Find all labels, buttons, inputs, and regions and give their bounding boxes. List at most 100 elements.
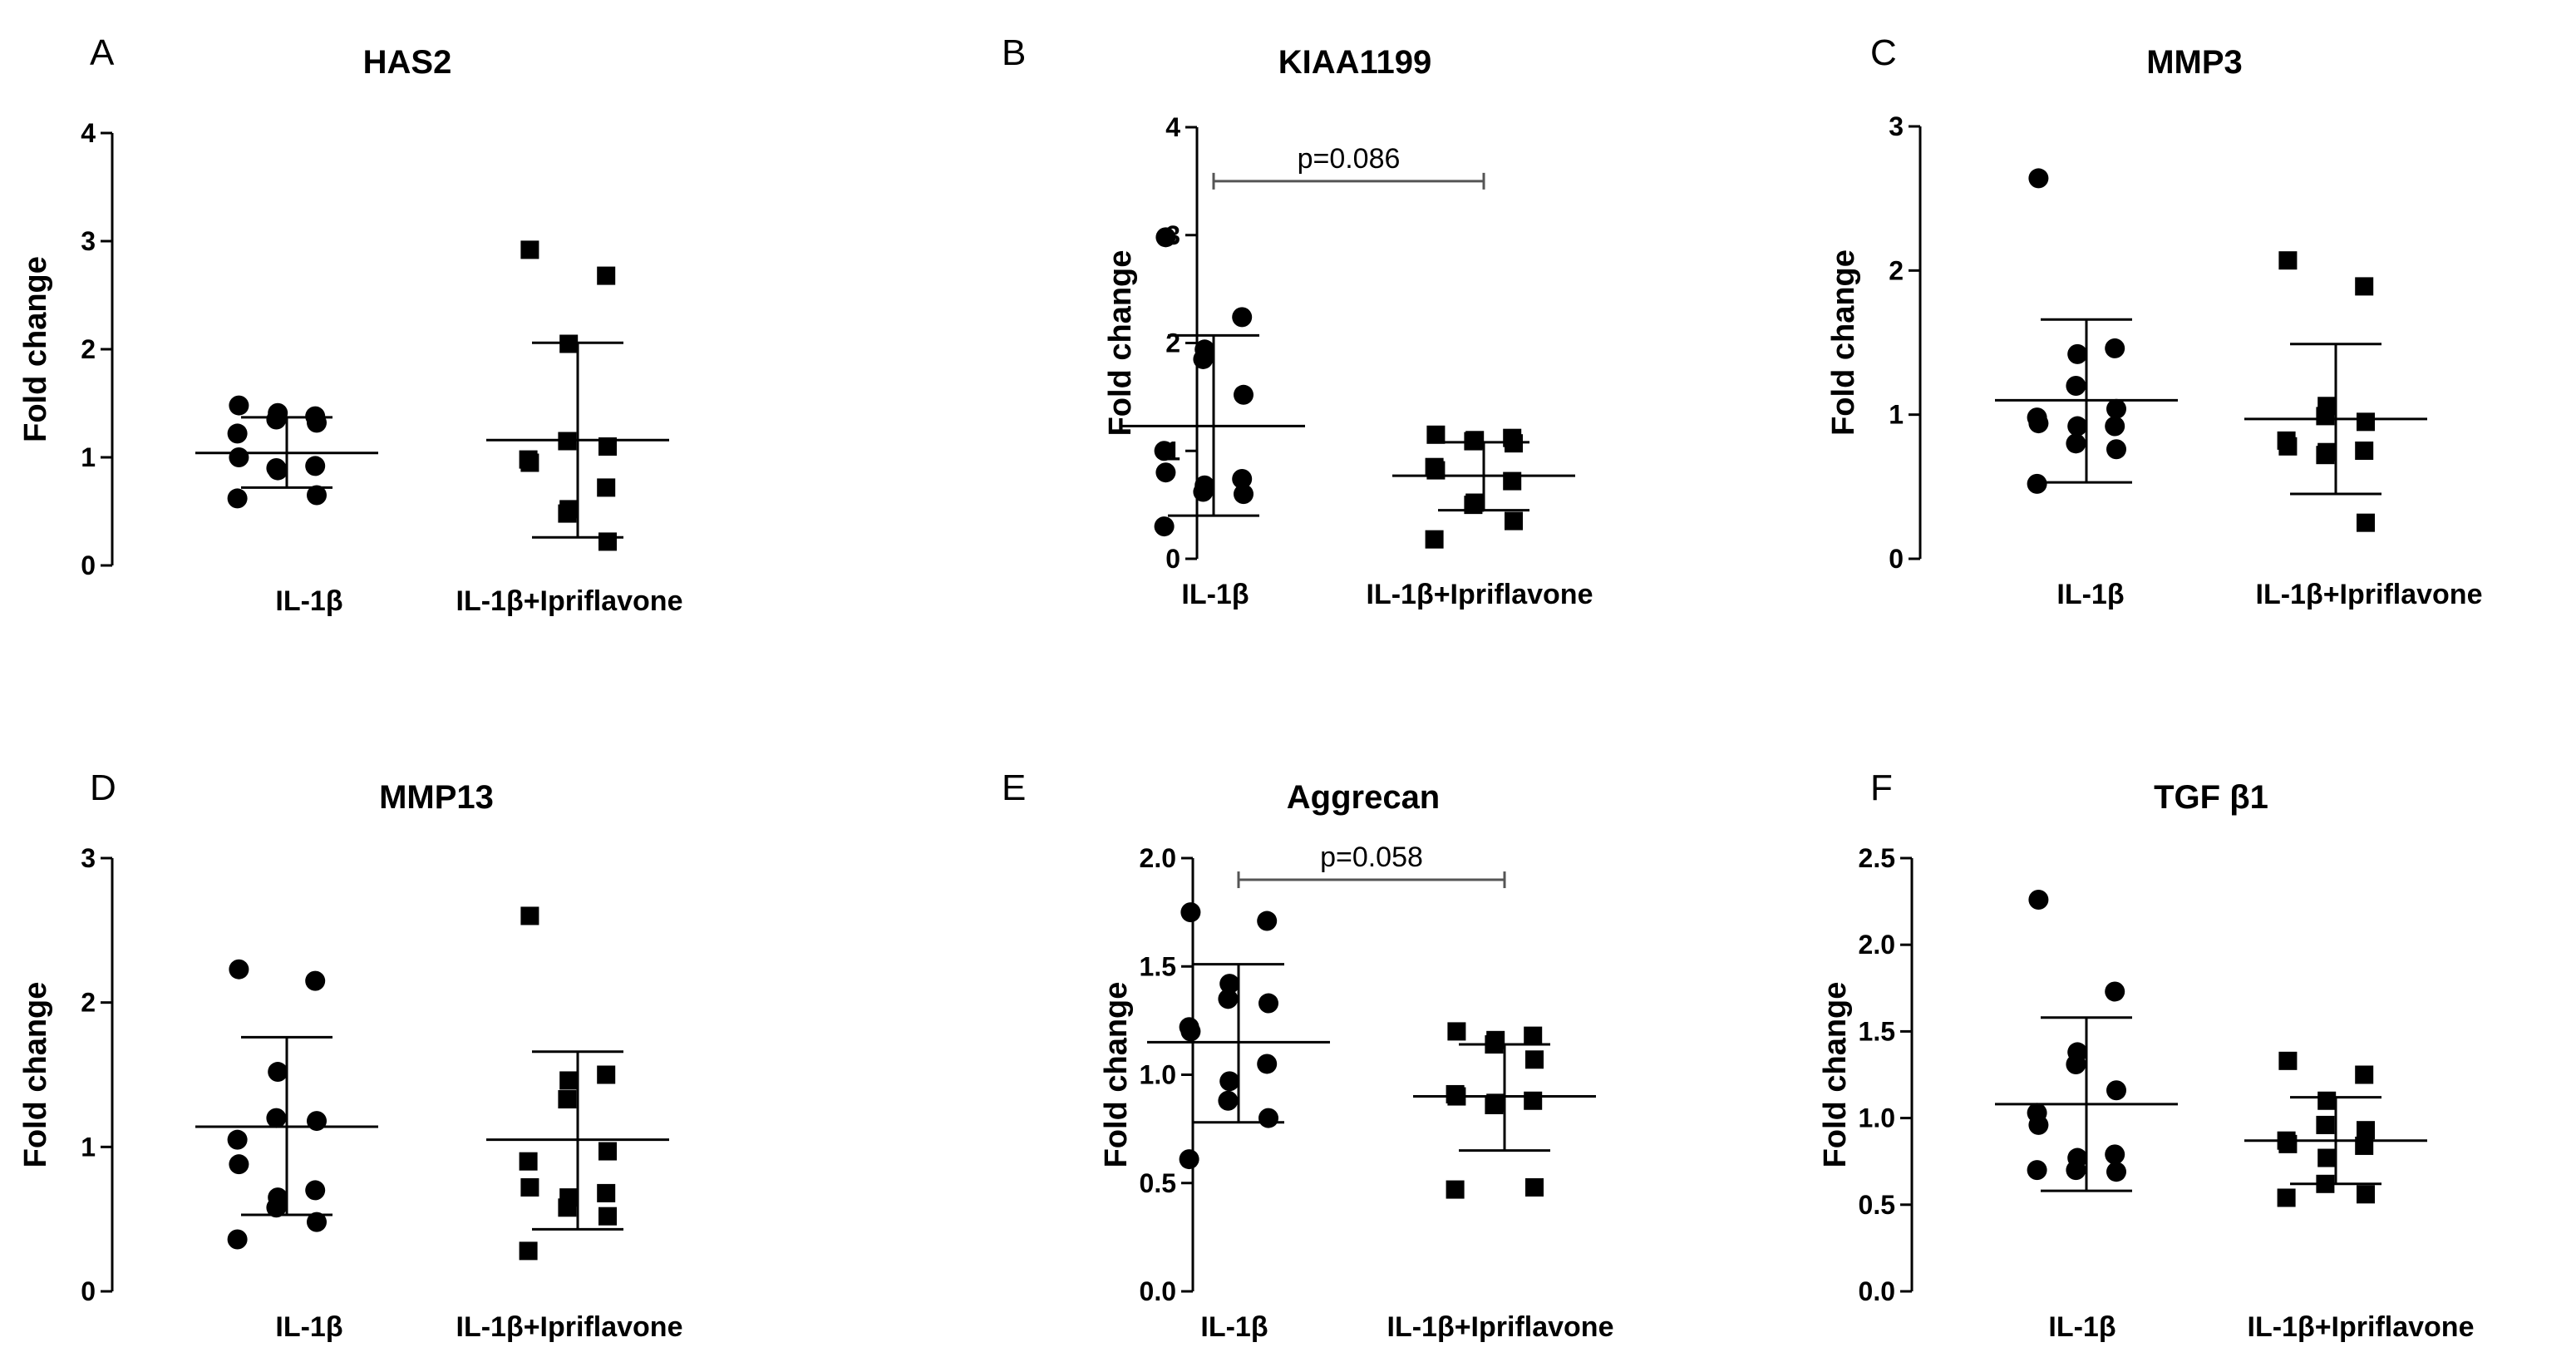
data-point — [1155, 227, 1176, 248]
data-point — [305, 1180, 326, 1201]
panel-d: D MMP13 0 1 2 3 Fold change IL-1β IL-1β+Ipriflav… — [18, 767, 682, 1343]
panel-letter: A — [90, 32, 115, 73]
data-point — [1193, 481, 1214, 502]
panel-title: KIAA1199 — [1278, 44, 1432, 81]
data-point — [519, 1241, 538, 1261]
data-point — [1485, 1035, 1504, 1054]
data-point — [229, 1154, 249, 1175]
data-point — [1505, 511, 1523, 531]
panel-a: A HAS2 0 1 2 3 4 Fold change IL-1β IL-1β+Ipriflav… — [18, 32, 682, 617]
data-point — [2105, 338, 2125, 358]
data-point — [2355, 277, 2374, 296]
panel-c: C MMP3 0 1 2 3 Fold change IL-1β IL-1β+Ipriflavo… — [1826, 32, 2482, 610]
y-axis-label: Fold change — [1099, 982, 1134, 1168]
panel-title: MMP13 — [379, 779, 494, 816]
y-tick-label: 0.5 — [1140, 1168, 1176, 1198]
category-label: IL-1β — [275, 1311, 342, 1343]
data-point — [1155, 462, 1176, 483]
data-point — [2066, 1160, 2086, 1181]
data-point — [2278, 1051, 2298, 1070]
data-point — [2066, 433, 2086, 454]
y-tick-label: 1 — [81, 1132, 96, 1162]
data-point — [229, 395, 249, 416]
data-point — [1234, 484, 1254, 505]
data-point — [1426, 461, 1446, 480]
data-point — [1219, 1071, 1240, 1092]
y-tick-label: 0 — [81, 550, 96, 580]
category-label: IL-1β — [2048, 1311, 2115, 1343]
data-point — [558, 432, 577, 451]
panel-b: BKIAA119901234Fold changeIL-1βIL-1β+Ipri… — [1002, 32, 1593, 610]
y-tick-label: 0.0 — [1140, 1276, 1176, 1306]
data-point — [2278, 251, 2298, 270]
data-point — [266, 458, 287, 478]
data-point — [1258, 993, 1278, 1014]
data-point — [2317, 1091, 2337, 1110]
data-point — [597, 1183, 616, 1202]
data-point — [2357, 1185, 2375, 1204]
data-point — [520, 453, 539, 472]
data-point — [1464, 496, 1483, 515]
data-point — [598, 1207, 617, 1226]
data-point — [227, 423, 248, 444]
data-point — [227, 488, 248, 509]
y-tick-label: 2 — [1165, 328, 1180, 358]
data-point — [2066, 376, 2086, 396]
panel-f: F TGF β1 0.0 0.5 1.0 1.5 2.0 2.5 Fold change IL-1… — [1818, 767, 2474, 1343]
data-point — [558, 1090, 577, 1109]
category-label: IL-1β+Ipriflavone — [456, 1311, 683, 1343]
y-tick-label: 1 — [1889, 400, 1904, 430]
data-point — [520, 240, 539, 259]
data-point — [559, 1071, 579, 1090]
data-point — [2355, 442, 2374, 460]
data-point — [2316, 446, 2335, 465]
data-point — [2027, 473, 2047, 494]
data-point — [2278, 1134, 2298, 1153]
data-point — [1524, 1026, 1543, 1045]
data-point — [305, 970, 326, 991]
p-value-label: p=0.086 — [1298, 143, 1401, 175]
data-point — [1154, 441, 1175, 461]
panel-letter: C — [1870, 32, 1897, 73]
data-point — [2278, 437, 2298, 456]
data-point — [2106, 398, 2126, 419]
data-point — [2028, 413, 2049, 434]
data-point — [2027, 1160, 2047, 1181]
data-point — [1257, 1054, 1278, 1074]
data-point — [1525, 1177, 1544, 1197]
data-point — [1219, 974, 1240, 994]
y-tick-label: 4 — [1165, 112, 1180, 142]
data-point — [598, 532, 617, 551]
y-tick-label: 0 — [1889, 544, 1904, 574]
y-tick-label: 2 — [81, 334, 96, 364]
y-tick-label: 3 — [81, 226, 96, 256]
data-point — [2317, 1148, 2337, 1167]
y-tick-label: 2 — [81, 988, 96, 1018]
data-point — [1485, 1095, 1504, 1114]
data-point — [2105, 416, 2125, 437]
y-tick-label: 2.5 — [1859, 843, 1895, 873]
data-point — [1257, 911, 1278, 931]
data-point — [2028, 168, 2049, 189]
category-label: IL-1β — [2056, 579, 2124, 610]
panel-letter: B — [1002, 32, 1026, 73]
data-point — [520, 1177, 539, 1197]
data-point — [2355, 1065, 2374, 1084]
data-point — [2105, 1144, 2125, 1165]
data-point — [266, 409, 287, 430]
data-point — [1258, 1108, 1278, 1128]
data-point — [307, 1111, 327, 1132]
data-point — [2028, 890, 2049, 911]
data-point — [598, 1142, 617, 1161]
data-point — [307, 1212, 327, 1232]
data-point — [266, 1108, 287, 1128]
data-point — [307, 485, 327, 506]
data-point — [2105, 981, 2125, 1002]
category-label: IL-1β — [275, 585, 342, 617]
data-point — [227, 1229, 248, 1250]
y-axis-label: Fold change — [1103, 250, 1138, 437]
data-point — [2357, 1121, 2375, 1140]
data-point — [1525, 1050, 1544, 1069]
y-tick-label: 0 — [81, 1276, 96, 1306]
data-point — [268, 1062, 288, 1083]
